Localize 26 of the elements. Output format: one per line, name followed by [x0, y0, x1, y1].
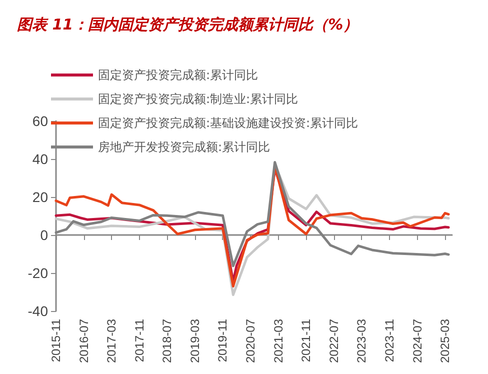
x-tick-label: 2023-03	[354, 318, 369, 364]
x-tick-label: 2018-07	[160, 318, 174, 364]
y-tick-label: -20	[28, 264, 48, 281]
legend-label: 固定资产投资完成额:累计同比	[98, 68, 258, 82]
x-tick-label: 2021-03	[271, 318, 286, 364]
x-tick-label: 2019-03	[188, 318, 202, 364]
x-tick-label: 2015-11	[49, 318, 63, 362]
x-tick-label: 2017-03	[104, 318, 119, 364]
legend-label: 房地产开发投资完成额:累计同比	[98, 140, 270, 154]
legend-label: 固定资产投资完成额:基础设施建设投资:累计同比	[98, 116, 358, 130]
chart-title: 图表 11：国内固定资产投资完成额累计同比（%）	[17, 16, 358, 34]
y-tick-label: 60	[32, 113, 48, 129]
x-tick-label: 2024-07	[410, 318, 424, 364]
y-tick-label: 40	[32, 150, 48, 167]
legend-label: 固定资产投资完成额:制造业:累计同比	[98, 92, 298, 106]
x-tick-label: 2025-03	[438, 318, 452, 364]
x-tick-label: 2019-11	[216, 318, 230, 362]
x-tick-label: 2023-11	[382, 318, 396, 362]
x-tick-label: 2021-11	[299, 318, 314, 362]
x-tick-label: 2020-07	[244, 318, 258, 364]
y-tick-label: 0	[40, 226, 48, 243]
x-tick-label: 2016-07	[76, 318, 91, 364]
y-tick-label: 20	[32, 188, 48, 205]
y-tick-label: -40	[28, 302, 48, 319]
x-tick-label: 2022-07	[326, 318, 341, 364]
x-tick-label: 2017-11	[132, 318, 146, 362]
